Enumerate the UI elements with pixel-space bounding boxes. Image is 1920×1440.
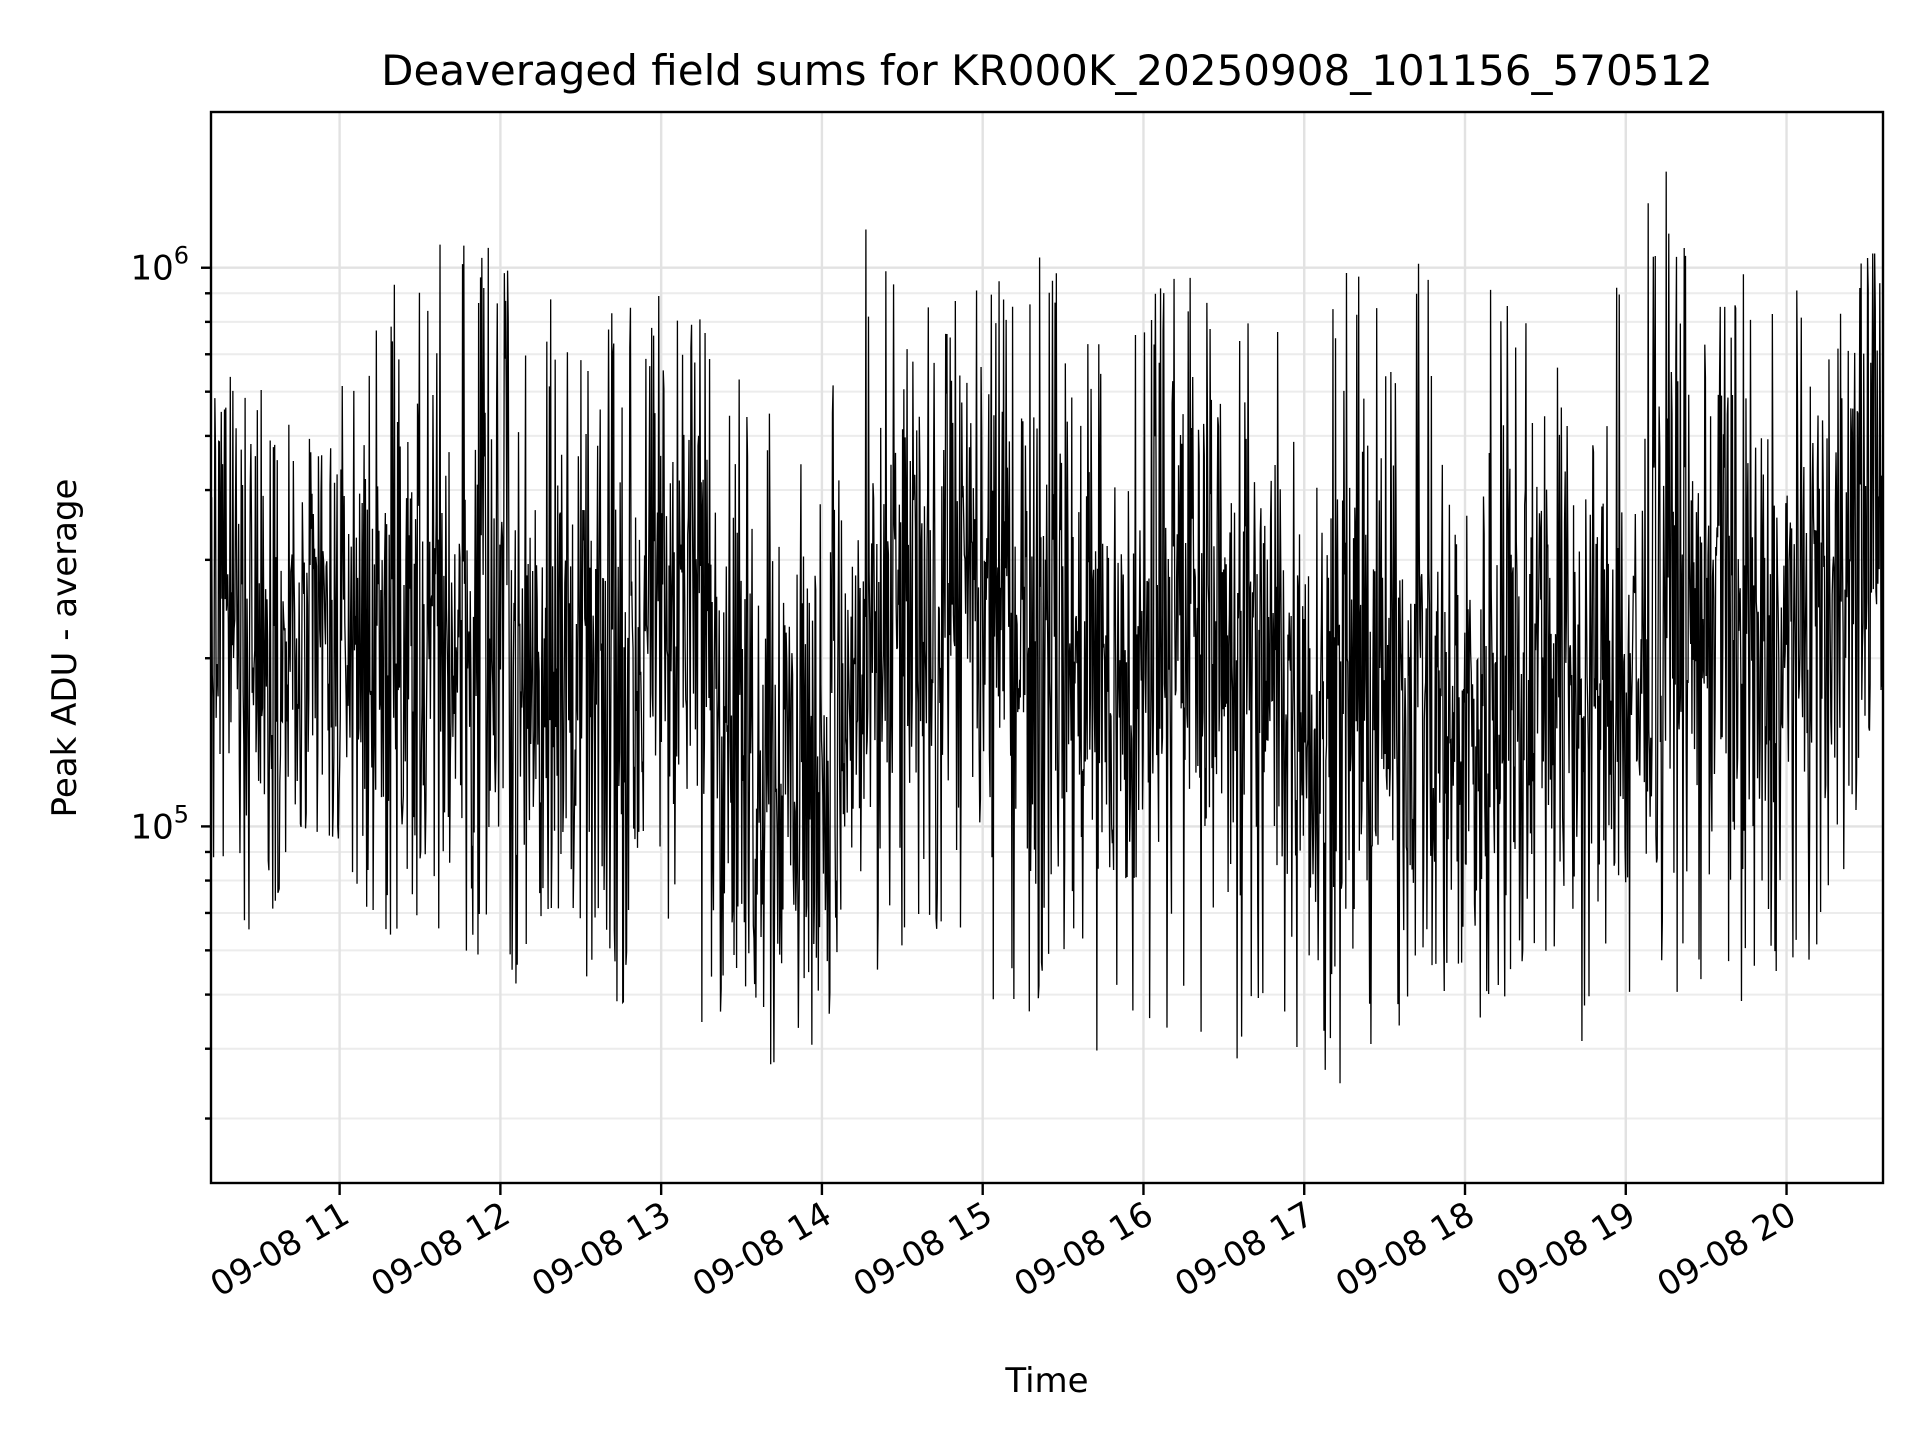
y-tick-label: 105 [130,800,189,847]
x-tick-label: 09-08 16 [1008,1194,1160,1305]
x-tick-label: 09-08 14 [686,1194,838,1305]
x-tick-label: 09-08 18 [1329,1194,1481,1305]
x-tick-label: 09-08 15 [847,1194,999,1305]
x-tick-label: 09-08 11 [204,1194,356,1305]
y-tick-label: 106 [130,242,189,289]
x-tick-label: 09-08 19 [1490,1194,1642,1305]
y-axis-label: Peak ADU - average [45,479,85,818]
series-layer [210,171,1884,1084]
series-line [210,171,1884,1084]
x-tick-label: 09-08 13 [525,1194,677,1305]
x-axis-label: Time [1004,1361,1088,1401]
plot-area-frame [209,110,1885,1185]
x-tick-label: 09-08 20 [1651,1194,1803,1305]
x-tick-label: 09-08 12 [364,1194,516,1305]
x-tick-label: 09-08 17 [1168,1194,1320,1305]
chart-title: Deaveraged field sums for KR000K_2025090… [381,46,1713,95]
